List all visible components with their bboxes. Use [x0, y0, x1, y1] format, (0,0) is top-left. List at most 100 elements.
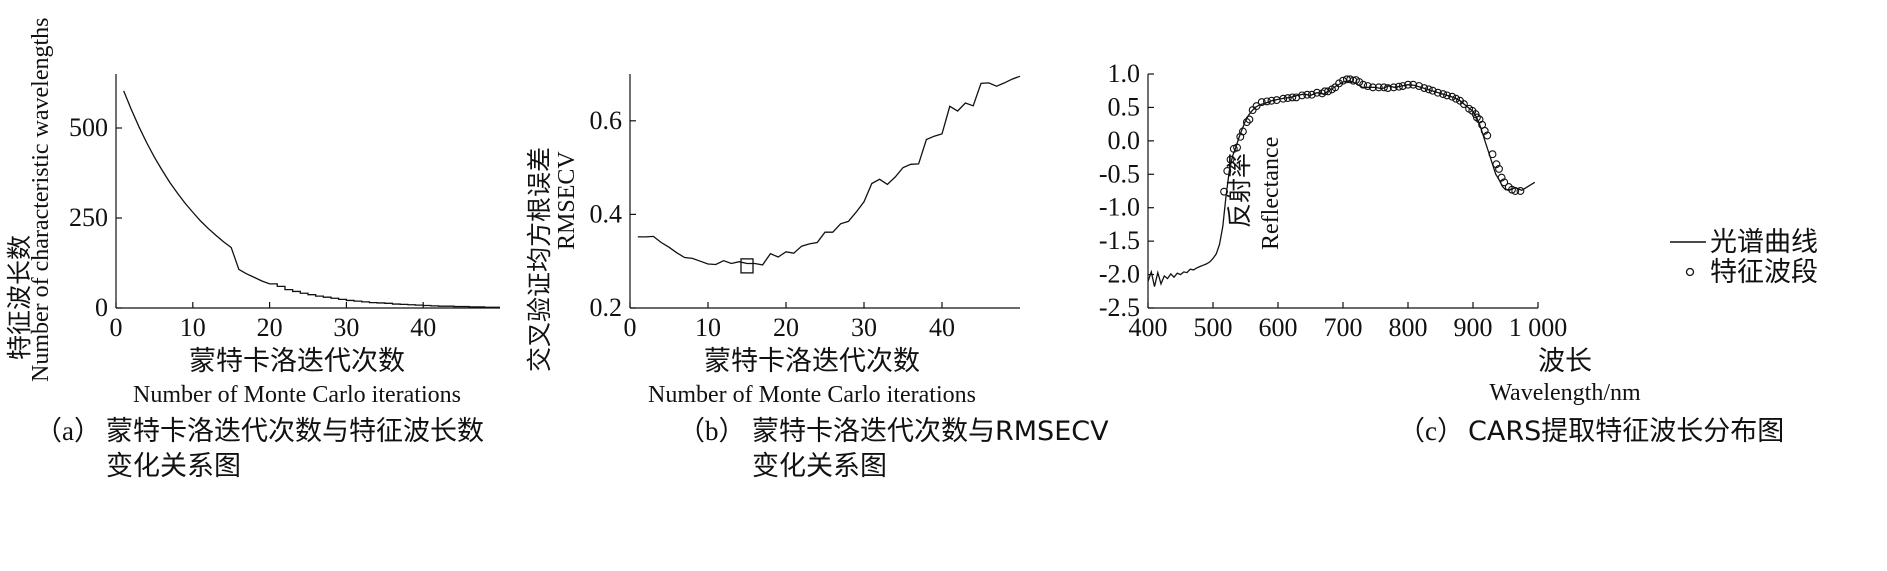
panel-b-xtick-label: 10	[695, 313, 721, 342]
panel-c-xtick-label: 600	[1259, 313, 1298, 342]
panel-c-xtick-label: 700	[1324, 313, 1363, 342]
feature-band-point	[1226, 155, 1235, 164]
panel-a-xtick-label: 0	[110, 313, 123, 342]
panel-b-xtick-label: 20	[773, 313, 799, 342]
feature-band-point	[1492, 160, 1501, 169]
panel-b-caption-line1: 蒙特卡洛迭代次数与RMSECV	[752, 416, 1109, 447]
panel-c-ylabel-cn: 反射率	[1225, 153, 1254, 228]
feature-band-point	[1313, 88, 1321, 97]
legend-marker-swatch	[1685, 267, 1695, 277]
feature-band-point	[1433, 88, 1442, 97]
feature-band-point	[1298, 91, 1307, 100]
panel-a-series-line	[123, 90, 500, 308]
panel-a-ytick-label: 0	[95, 293, 108, 322]
feature-band-point	[1497, 173, 1506, 182]
feature-band-point	[1415, 82, 1424, 90]
feature-band-point	[1516, 187, 1525, 195]
feature-band-point	[1483, 131, 1492, 140]
panel-b-xlabel-en: Number of Monte Carlo iterations	[648, 382, 976, 408]
panel-c-xlabel-cn: 波长	[1538, 346, 1592, 377]
feature-band-point	[1335, 79, 1344, 88]
panel-b-ylabel-en: RMSECV	[554, 151, 580, 250]
panel-a-xtick-label: 40	[410, 313, 436, 342]
feature-band-point	[1238, 127, 1247, 136]
feature-band-point	[1379, 83, 1388, 92]
panel-b-xlabel-cn: 蒙特卡洛迭代次数	[704, 346, 920, 377]
feature-band-point	[1324, 87, 1333, 96]
feature-band-point	[1223, 166, 1232, 175]
legend-label-spectrum: 光谱曲线	[1710, 227, 1818, 258]
feature-band-point	[1252, 102, 1261, 111]
feature-band-point	[1262, 97, 1271, 106]
panel-c-xtick-label: 1 000	[1509, 313, 1568, 342]
panel-b-caption-line2: 变化关系图	[752, 451, 887, 482]
feature-band-point	[1220, 187, 1229, 196]
feature-band-point	[1355, 78, 1364, 86]
feature-band-point	[1488, 150, 1497, 159]
feature-band-point	[1452, 94, 1461, 103]
feature-band-point	[1245, 115, 1254, 124]
panel-b-xtick-label: 30	[851, 313, 877, 342]
panel-c-xtick-label: 400	[1129, 313, 1168, 342]
panel-b-xtick-label: 0	[624, 313, 637, 342]
panel-c-ytick-label: -1.5	[1099, 226, 1140, 255]
panel-a-ytick-label: 500	[69, 113, 108, 142]
feature-band-point	[1320, 87, 1329, 96]
panel-c-ytick-label: 0.5	[1108, 92, 1141, 121]
panel-c: 反射率 Reflectance 波长 Wavelength/nm （c） CAR…	[1099, 59, 1818, 447]
feature-band-point	[1480, 126, 1489, 135]
panel-b-series-line	[637, 75, 1021, 266]
feature-band-point	[1303, 90, 1312, 99]
feature-band-point	[1424, 85, 1433, 94]
panel-a-xtick-label: 20	[257, 313, 283, 342]
panel-c-ytick-label: -2.0	[1099, 260, 1140, 289]
feature-band-point	[1394, 82, 1403, 91]
panel-b-ytick-label: 0.6	[590, 106, 623, 135]
feature-band-point	[1383, 84, 1392, 92]
feature-band-point	[1459, 100, 1468, 109]
panel-a-xlabel-cn: 蒙特卡洛迭代次数	[189, 346, 405, 377]
feature-band-point	[1363, 82, 1372, 90]
feature-band-point	[1500, 178, 1509, 187]
feature-band-point	[1307, 90, 1316, 99]
panel-c-ytick-label: -0.5	[1099, 159, 1140, 188]
feature-band-point	[1339, 76, 1347, 85]
panel-c-ytick-label: 1.0	[1108, 59, 1141, 88]
panel-c-xtick-label: 900	[1454, 313, 1493, 342]
panel-a-ylabel-cn: 特征波长数	[5, 235, 34, 360]
feature-band-point	[1511, 187, 1520, 195]
feature-band-point	[1359, 80, 1368, 89]
feature-band-point	[1443, 91, 1451, 100]
feature-band-point	[1267, 96, 1276, 105]
panel-c-ytick-label: 0.0	[1108, 126, 1141, 155]
feature-band-point	[1283, 94, 1292, 103]
panel-a-caption-line1: 蒙特卡洛迭代次数与特征波长数	[106, 416, 484, 447]
panel-c-series-line	[1147, 80, 1536, 287]
feature-band-point	[1389, 83, 1398, 92]
panel-c-xtick-label: 500	[1194, 313, 1233, 342]
panel-c-ytick-label: -1.0	[1099, 193, 1140, 222]
panel-c-ytick-label: -2.5	[1099, 293, 1140, 322]
panel-a-caption-line2: 变化关系图	[106, 451, 241, 482]
feature-band-point	[1420, 84, 1429, 92]
feature-band-point	[1279, 94, 1288, 103]
panel-b-caption-label: （b）	[678, 416, 746, 446]
panel-a-caption-label: （a）	[35, 416, 101, 446]
feature-band-point	[1398, 82, 1407, 90]
feature-band-point	[1288, 93, 1297, 102]
panel-c-ylabel-en: Reflectance	[1258, 137, 1284, 250]
panel-b-ylabel-cn: 交叉验证均方根误差	[525, 147, 554, 372]
feature-band-point	[1472, 113, 1481, 122]
feature-band-point	[1409, 80, 1418, 89]
feature-band-point	[1439, 90, 1448, 99]
panel-a: 特征波长数 Number of characteristic wavelengt…	[5, 17, 500, 482]
panel-c-xlabel-en: Wavelength/nm	[1489, 380, 1641, 406]
panel-a-ylabel-en: Number of characteristic wavelengths	[28, 17, 54, 382]
panel-a-ytick-label: 250	[69, 203, 108, 232]
feature-band-point	[1495, 164, 1503, 173]
feature-band-point	[1233, 143, 1242, 152]
panel-b-xtick-label: 40	[929, 313, 955, 342]
min-rmsecv-marker	[740, 258, 754, 274]
feature-band-point	[1428, 86, 1437, 95]
